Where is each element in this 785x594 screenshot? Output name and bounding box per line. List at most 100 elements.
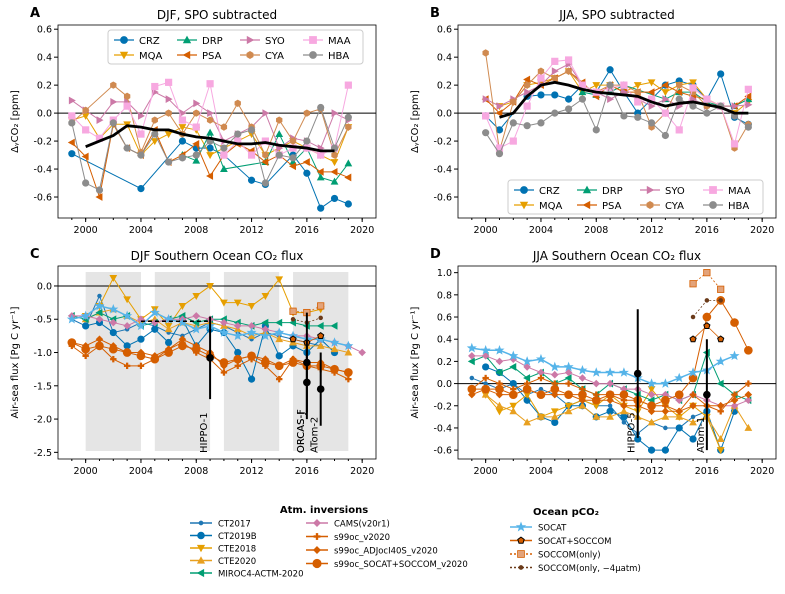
data-point	[68, 96, 76, 105]
data-point	[661, 89, 670, 97]
data-point	[303, 109, 311, 117]
legend-marker	[182, 50, 191, 60]
campaign-label: ORCAS-J	[296, 411, 307, 453]
data-point	[137, 185, 145, 193]
data-point	[206, 128, 214, 136]
plus-marker-v	[222, 369, 226, 376]
data-point	[220, 144, 228, 152]
data-point	[660, 378, 671, 388]
legend-item-socat-soccom: SOCAT+SOCCOM	[510, 536, 611, 547]
plus-marker-v	[595, 391, 598, 398]
x-tick-label: 2016	[695, 225, 719, 236]
data-point	[592, 379, 601, 388]
data-point	[565, 380, 572, 387]
legend-label: SYO	[265, 36, 285, 47]
legend-marker	[196, 556, 206, 564]
data-point	[703, 269, 711, 277]
data-point	[82, 106, 89, 114]
x-tick-label: 2000	[474, 225, 498, 236]
data-point	[606, 66, 614, 74]
x-tick-label: 2004	[129, 466, 153, 477]
data-point	[689, 435, 697, 443]
series-s99oc-socat	[67, 338, 353, 377]
x-tick-label: 2008	[584, 225, 608, 236]
data-point	[633, 82, 642, 90]
data-point	[164, 325, 173, 333]
data-point	[81, 344, 90, 354]
legend-marker	[519, 201, 529, 210]
data-point	[675, 412, 684, 420]
data-point	[620, 112, 628, 120]
panel-d: HIPPO-5 ATom-1 2000 2004 2008 2012 2016 2020 -0.…	[410, 247, 777, 477]
plus-marker-v	[236, 362, 239, 370]
series-cams	[468, 352, 753, 410]
legend-label: CYA	[665, 201, 684, 212]
plus-marker-v	[526, 380, 529, 387]
x-tick-label: 2000	[474, 466, 498, 477]
legend-marker	[197, 531, 205, 540]
y-tick-label: 0.4	[437, 335, 452, 346]
y-axis-label: ΔᵧCO₂ [ppm]	[10, 90, 21, 153]
data-point	[289, 154, 297, 162]
x-tick-label: 2000	[74, 225, 98, 236]
data-point	[192, 292, 201, 300]
data-point	[288, 358, 298, 367]
axes-frame	[457, 24, 777, 219]
data-point	[661, 446, 669, 454]
campaign-atom-2: ATom-2	[310, 352, 325, 453]
data-point	[564, 390, 573, 400]
plus-marker-v	[126, 362, 129, 370]
data-point	[344, 159, 353, 167]
data-point	[316, 173, 325, 181]
plus-marker-v	[581, 385, 584, 393]
data-point	[551, 67, 559, 76]
bottom-legend: Atm. inversions Ocean pCO₂ CT2017 CT2019B CT…	[190, 505, 641, 580]
legend-marker	[313, 546, 321, 554]
data-point	[206, 152, 214, 160]
y-tick-label: -0.4	[33, 165, 52, 176]
plus-marker-v	[484, 374, 487, 382]
legend-item-s99oc: s99oc_v2020	[306, 533, 390, 543]
data-point	[178, 116, 187, 124]
data-point	[744, 390, 753, 399]
data-point	[551, 91, 559, 99]
legend-marker	[120, 36, 128, 44]
legend-marker	[312, 558, 322, 569]
data-point	[578, 88, 587, 96]
data-point	[537, 119, 545, 127]
data-point	[165, 95, 173, 104]
data-point	[220, 151, 228, 159]
data-point	[275, 335, 284, 343]
data-point	[318, 315, 323, 321]
data-point	[192, 156, 201, 164]
data-point	[523, 75, 531, 84]
data-point	[316, 322, 324, 330]
x-tick-label: 2012	[639, 225, 663, 236]
data-point	[605, 390, 615, 400]
data-point	[123, 296, 132, 304]
data-point	[509, 379, 517, 388]
data-point	[469, 375, 475, 381]
data-point	[137, 151, 145, 159]
legend-item-ct2017: CT2017	[190, 520, 251, 530]
x-tick-label: 2008	[584, 466, 608, 477]
x-tick-label: 2020	[750, 466, 774, 477]
y-tick-label: -0.5	[33, 315, 52, 326]
campaign-mean	[703, 390, 711, 399]
data-point	[122, 310, 133, 321]
data-point	[110, 355, 117, 363]
y-tick-label: -0.2	[33, 137, 52, 148]
data-point	[247, 375, 256, 383]
data-point	[537, 374, 545, 382]
x-tick-label: 2016	[295, 225, 319, 236]
plus-marker-v	[347, 375, 350, 383]
legend-item-miroc4: MIROC4-ACTM-2020	[190, 568, 304, 580]
data-point	[261, 292, 270, 300]
data-point	[648, 102, 656, 110]
legend-marker	[709, 186, 717, 194]
data-point	[276, 116, 283, 124]
data-point	[661, 81, 669, 90]
y-tick-label: 0.0	[437, 109, 452, 120]
data-point	[317, 151, 325, 159]
data-point	[97, 293, 102, 299]
